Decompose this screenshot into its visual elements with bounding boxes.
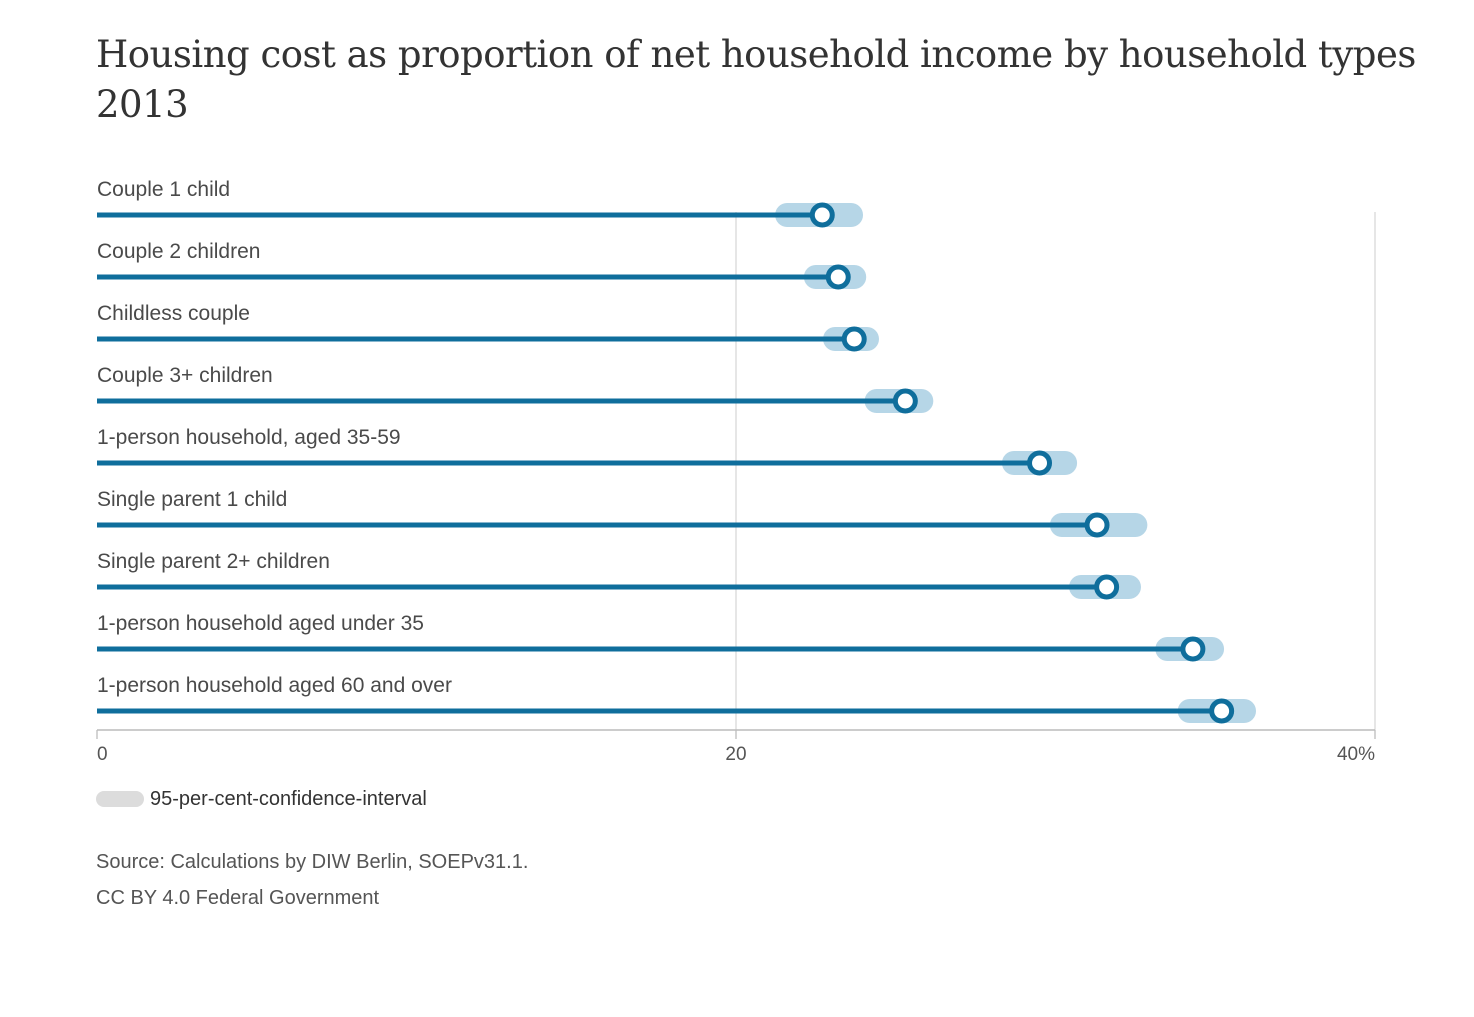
value-marker [892,388,918,414]
x-tick-label: 20 [725,744,746,765]
value-marker [1209,698,1235,724]
x-axis: 0 20 40% [96,729,1376,765]
x-tick-label: 0 [97,744,108,765]
category-label: 1-person household aged under 35 [97,612,424,635]
value-marker [1027,450,1053,476]
category-label: Couple 2 children [97,240,260,263]
category-label: Childless couple [97,302,250,325]
value-marker [1094,574,1120,600]
value-marker [825,264,851,290]
category-label: Couple 1 child [97,178,230,201]
legend: 95-per-cent-confidence-interval [96,786,427,812]
value-marker [809,202,835,228]
value-marker [1084,512,1110,538]
chart-title: Housing cost as proportion of net househ… [96,33,1416,126]
value-marker [1180,636,1206,662]
license-line: CC BY 4.0 Federal Government [96,887,380,909]
category-label: Single parent 2+ children [97,550,330,573]
value-marker [841,326,867,352]
category-label: Single parent 1 child [97,488,287,511]
category-labels: Couple 1 child Couple 2 children Childless… [97,178,452,697]
source-note: Source: Calculations by DIW Berlin, SOEP… [96,844,528,916]
x-tick-label: 40% [1337,744,1375,765]
grid-layer [735,212,1376,730]
category-label: 1-person household aged 60 and over [97,674,452,697]
source-line: Source: Calculations by DIW Berlin, SOEP… [96,851,529,873]
category-label: Couple 3+ children [97,364,273,387]
bars-layer [97,202,1257,724]
legend-ci-label: 95-per-cent-confidence-interval [150,787,427,810]
legend-ci-swatch [96,791,144,807]
chart-area: Couple 1 child Couple 2 children Childless… [96,178,1376,765]
category-label: 1-person household, aged 35-59 [97,426,401,449]
